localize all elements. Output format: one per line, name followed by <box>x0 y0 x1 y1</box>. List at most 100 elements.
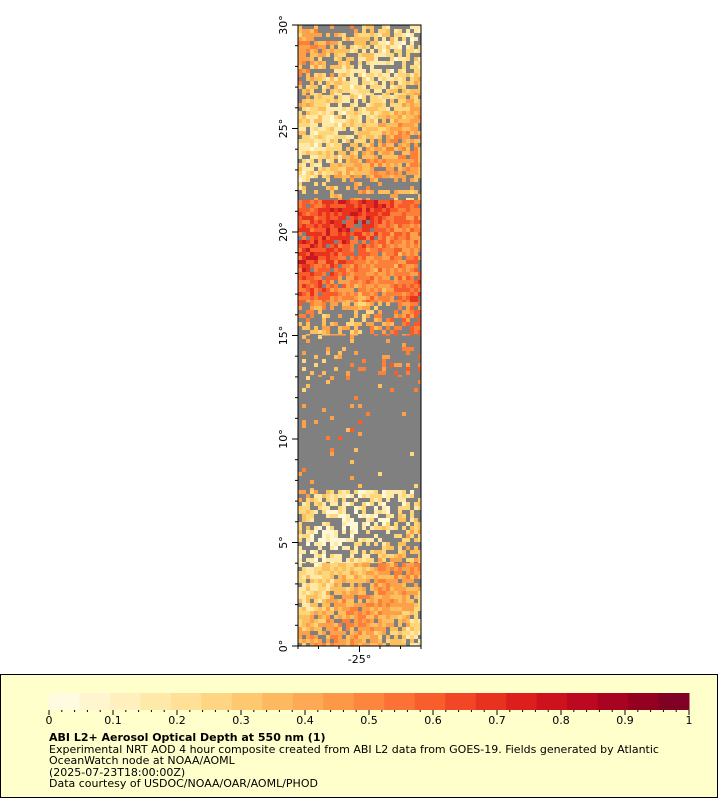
aod-cell <box>326 599 330 603</box>
aod-cell <box>354 314 358 318</box>
aod-cell <box>406 367 410 371</box>
aod-cell <box>342 587 346 591</box>
aod-cell <box>318 41 322 45</box>
aod-cell <box>374 306 378 310</box>
aod-cell <box>366 123 370 127</box>
aod-cell <box>378 103 382 107</box>
aod-cell <box>374 579 378 583</box>
aod-cell <box>314 276 318 280</box>
aod-cell <box>370 240 374 244</box>
aod-cell <box>390 119 394 123</box>
aod-cell <box>342 607 346 611</box>
aod-cell <box>402 575 406 579</box>
aod-cell <box>390 232 394 236</box>
aod-cell <box>298 272 302 276</box>
aod-cell <box>346 494 350 498</box>
aod-cell <box>414 25 418 29</box>
aod-cell <box>330 530 334 534</box>
aod-cell <box>398 81 402 85</box>
aod-cell <box>334 228 338 232</box>
aod-cell <box>350 330 354 334</box>
aod-cell <box>342 326 346 330</box>
aod-cell <box>402 514 406 518</box>
aod-cell <box>370 200 374 204</box>
aod-cell <box>310 143 314 147</box>
aod-cell <box>330 567 334 571</box>
aod-cell <box>326 498 330 502</box>
aod-cell <box>326 256 330 260</box>
aod-cell <box>314 252 318 256</box>
aod-cell <box>342 288 346 292</box>
aod-cell <box>370 95 374 99</box>
aod-cell <box>354 351 358 355</box>
aod-cell <box>362 296 366 300</box>
aod-cell <box>322 99 326 103</box>
aod-cell <box>410 220 414 224</box>
aod-cell <box>418 167 421 171</box>
aod-cell <box>318 615 322 619</box>
aod-cell <box>390 330 394 334</box>
aod-cell <box>334 77 338 81</box>
aod-cell <box>318 330 322 334</box>
aod-cell <box>414 526 418 530</box>
aod-cell <box>382 607 386 611</box>
aod-cell <box>330 143 334 147</box>
aod-cell <box>298 510 302 514</box>
aod-cell <box>318 502 322 506</box>
aod-cell <box>346 300 350 303</box>
aod-cell <box>358 587 362 591</box>
aod-cell <box>362 554 366 558</box>
aod-cell <box>378 220 382 224</box>
aod-cell <box>330 25 334 29</box>
aod-cell <box>302 599 306 603</box>
aod-cell <box>370 41 374 45</box>
aod-cell <box>418 119 421 123</box>
aod-cell <box>394 216 398 220</box>
aod-cell <box>378 280 382 284</box>
aod-cell <box>362 502 366 506</box>
aod-cell <box>414 93 418 96</box>
aod-cell <box>338 99 342 103</box>
aod-cell <box>370 276 374 280</box>
aod-cell <box>390 619 394 623</box>
aod-cell <box>302 248 306 252</box>
aod-cell <box>310 111 314 115</box>
aod-cell <box>374 611 378 615</box>
aod-cell <box>338 256 342 260</box>
aod-cell <box>322 41 326 45</box>
aod-cell <box>350 558 354 562</box>
aod-cell <box>370 623 374 627</box>
aod-cell <box>318 57 322 61</box>
aod-cell <box>366 558 370 562</box>
aod-cell <box>366 167 370 171</box>
aod-cell <box>362 256 366 260</box>
aod-cell <box>346 57 350 61</box>
aod-cell <box>330 123 334 127</box>
aod-cell <box>330 334 334 336</box>
aod-cell <box>318 284 322 288</box>
aod-cell <box>354 81 358 85</box>
aod-cell <box>350 268 354 272</box>
aod-cell <box>410 300 414 303</box>
aod-cell <box>366 268 370 272</box>
aod-cell <box>310 167 314 171</box>
aod-cell <box>310 89 314 93</box>
aod-cell <box>366 490 370 494</box>
aod-cell <box>394 93 398 96</box>
aod-cell <box>366 627 370 631</box>
aod-cell <box>394 107 398 111</box>
aod-cell <box>302 175 306 179</box>
aod-cell <box>342 347 346 351</box>
aod-cell <box>330 575 334 579</box>
aod-cell <box>390 388 394 392</box>
aod-cell <box>330 587 334 591</box>
aod-cell <box>394 326 398 330</box>
aod-cell <box>318 591 322 595</box>
aod-cell <box>358 514 362 518</box>
aod-cell <box>418 77 421 81</box>
aod-cell <box>382 490 386 494</box>
aod-cell <box>330 296 334 300</box>
aod-cell <box>362 367 366 371</box>
aod-cell <box>338 115 342 119</box>
aod-cell <box>322 619 326 623</box>
